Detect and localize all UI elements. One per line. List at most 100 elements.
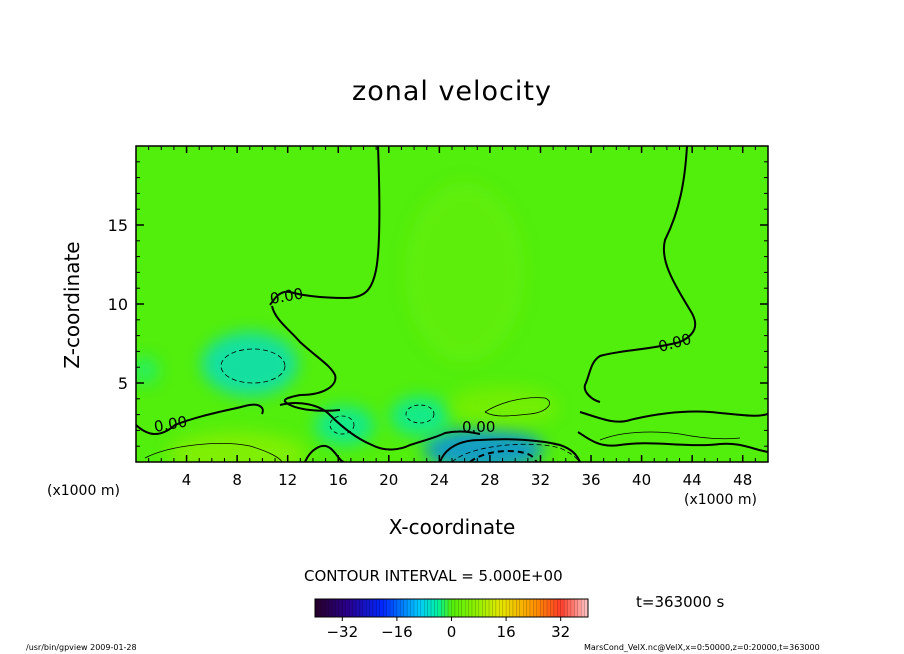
colorbar-cell xyxy=(506,599,510,617)
colorbar-cell xyxy=(345,599,350,617)
negative-velocity-region xyxy=(390,396,451,437)
contour-neg-bottom-inner xyxy=(469,450,538,462)
colorbar-cell xyxy=(379,599,384,617)
colorbar: −32 −16 0 16 32 xyxy=(314,598,589,641)
field-features xyxy=(136,182,558,462)
contour-zero-lower xyxy=(279,402,481,451)
x-tick-label: 12 xyxy=(278,471,297,489)
colorbar-cell xyxy=(570,599,575,617)
colorbar-cell xyxy=(509,599,514,617)
colorbar-cell xyxy=(431,599,435,617)
footer-left: /usr/bin/gpview 2009-01-28 xyxy=(26,643,137,652)
colorbar-tick-label: 0 xyxy=(447,623,457,641)
x-tick-label: 40 xyxy=(632,471,651,489)
colorbar-cell xyxy=(352,599,357,617)
colorbar-cell xyxy=(584,599,589,617)
colorbar-cell xyxy=(560,599,565,617)
colorbar-cell xyxy=(581,599,585,617)
colorbar-cell xyxy=(540,599,545,617)
colorbar-cell xyxy=(373,599,377,617)
colorbar-cell xyxy=(471,599,476,617)
colorbar-cell xyxy=(410,599,415,617)
x-tick-label: 28 xyxy=(480,471,499,489)
y-tick-label: 5 xyxy=(118,374,128,393)
x-tick-label: 24 xyxy=(430,471,449,489)
footer-right: MarsCond_VelX.nc@VelX,x=0:50000,z=0:2000… xyxy=(584,643,820,652)
x-axis-label: X-coordinate xyxy=(388,515,516,539)
colorbar-cell xyxy=(529,599,534,617)
contour-zero-right-low xyxy=(579,410,768,423)
contour-label: 0.00 xyxy=(269,284,305,308)
contour-pos-left-base xyxy=(144,443,283,462)
colorbar-cell xyxy=(448,599,452,617)
positive-velocity-region xyxy=(404,182,525,363)
x-tick-label: 16 xyxy=(329,471,348,489)
negative-velocity-region xyxy=(201,332,298,397)
x-axis-unit-right: (x1000 m) xyxy=(684,492,757,508)
colorbar-cell xyxy=(424,599,429,617)
contour-neg-center xyxy=(329,415,355,435)
colorbar-cell xyxy=(396,599,401,617)
colorbar-cell xyxy=(355,599,360,617)
contour-zero-center-base xyxy=(439,438,581,462)
colorbar-cell xyxy=(461,599,466,617)
colorbar-ticks: −32 −16 0 16 32 xyxy=(326,617,570,641)
colorbar-cell xyxy=(390,599,394,617)
colorbar-cell xyxy=(454,599,459,617)
colorbar-cell xyxy=(516,599,521,617)
contour-pos-center xyxy=(484,397,550,417)
colorbar-cell xyxy=(475,599,480,617)
y-axis: 5 10 15 xyxy=(108,161,768,447)
colorbar-cell xyxy=(366,599,370,617)
x-axis: 4 8 12 16 20 24 28 32 36 40 44 48 xyxy=(148,146,769,489)
x-tick-label: 4 xyxy=(182,471,192,489)
contour-zero-middle xyxy=(271,305,341,412)
contour-zero-upper-right xyxy=(583,146,697,403)
colorbar-cell xyxy=(325,599,330,617)
colorbar-cell xyxy=(499,599,504,617)
colorbar-cell xyxy=(577,599,582,617)
colorbar-tick-label: 16 xyxy=(497,623,516,641)
colorbar-cell xyxy=(543,599,548,617)
colorbar-cell xyxy=(526,599,531,617)
x-tick-label: 36 xyxy=(581,471,600,489)
colorbar-tick-label: −16 xyxy=(381,623,413,641)
time-label: t=363000 s xyxy=(636,593,725,611)
colorbar-cell xyxy=(362,599,367,617)
colorbar-cell xyxy=(403,599,408,617)
colorbar-cell xyxy=(369,599,374,617)
colorbar-cell xyxy=(533,599,538,617)
chart-title: zonal velocity xyxy=(352,76,552,107)
colorbar-cell xyxy=(386,599,391,617)
positive-velocity-region xyxy=(447,386,558,427)
colorbar-cell xyxy=(557,599,562,617)
colorbar-cell xyxy=(567,599,572,617)
colorbar-cell xyxy=(478,599,483,617)
x-tick-label: 32 xyxy=(531,471,550,489)
contour-neg-left xyxy=(220,348,286,384)
colorbar-tick-label: −32 xyxy=(326,623,358,641)
colorbar-cell xyxy=(407,599,411,617)
colorbar-cell xyxy=(420,599,425,617)
x-tick-label: 8 xyxy=(232,471,242,489)
colorbar-cell xyxy=(328,599,333,617)
colorbar-cell xyxy=(413,599,418,617)
colorbar-cell xyxy=(564,599,568,617)
contour-neg-bottom xyxy=(451,443,580,462)
colorbar-cell xyxy=(523,599,527,617)
contour-zero-lower-left xyxy=(136,403,264,435)
plot-area xyxy=(136,146,768,462)
colorbar-cell xyxy=(502,599,507,617)
colorbar-cell xyxy=(441,599,446,617)
contour-label: 0.00 xyxy=(462,418,495,436)
colorbar-cell xyxy=(465,599,469,617)
colorbar-cell xyxy=(468,599,473,617)
colorbar-cell xyxy=(315,599,319,617)
colorbar-cell xyxy=(536,599,541,617)
negative-velocity-region xyxy=(423,427,544,462)
colorbar-cell xyxy=(550,599,555,617)
colorbar-cell xyxy=(376,599,381,617)
contour-zero-right-base xyxy=(577,431,768,453)
negative-velocity-region xyxy=(136,356,159,385)
contour-zero-upper-left xyxy=(269,146,381,306)
